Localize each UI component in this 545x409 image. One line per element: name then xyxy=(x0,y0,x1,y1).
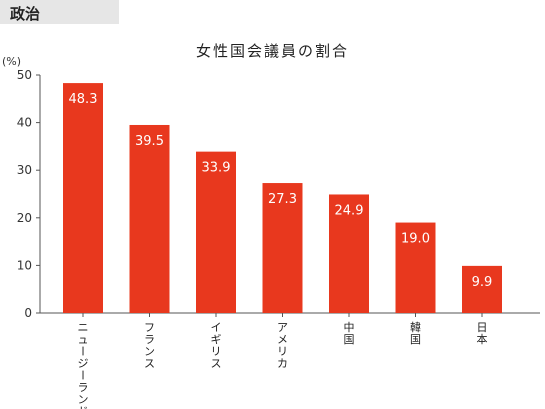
bar-value-label: 27.3 xyxy=(268,192,297,207)
y-tick-label: 50 xyxy=(17,68,32,82)
x-tick-label-char: ア xyxy=(277,321,288,334)
x-tick-label-char: メ xyxy=(277,333,288,346)
x-tick-label-char: 本 xyxy=(477,332,488,346)
x-tick-label-char: ラ xyxy=(144,333,155,346)
chart-axes: 0 10 20 30 40 50 xyxy=(17,68,540,320)
x-tick-label-char: ラ xyxy=(78,381,89,394)
x-tick-label: 日本 xyxy=(477,321,488,346)
x-tick-label-char: 韓 xyxy=(410,321,421,334)
x-tick-label-char: ュ xyxy=(78,333,89,346)
bar xyxy=(262,183,303,313)
x-tick-label: ニュージーランド xyxy=(76,321,89,409)
bar xyxy=(63,83,103,313)
bar-value-label: 9.9 xyxy=(472,275,493,290)
bar-value-label: 19.0 xyxy=(401,232,430,247)
bar-value-label: 24.9 xyxy=(335,203,364,218)
x-tick-label-char: リ xyxy=(277,345,288,358)
x-tick-label-char: 日 xyxy=(477,321,488,334)
x-tick-label-char: イ xyxy=(211,321,222,334)
bar xyxy=(329,194,369,313)
chart-labels: 48.3ニュージーランド39.5フランス33.9イギリス27.3アメリカ24.9… xyxy=(69,92,493,409)
bar xyxy=(196,151,236,313)
x-tick-label-char: ジ xyxy=(78,357,89,370)
x-tick-label-char: ー xyxy=(76,346,89,357)
y-tick-label: 30 xyxy=(17,163,32,177)
x-tick-label-char: ー xyxy=(76,370,89,381)
y-tick-label: 10 xyxy=(17,258,32,272)
y-tick-label: 40 xyxy=(17,116,32,130)
y-tick-label: 20 xyxy=(17,211,32,225)
x-tick-label-char: ス xyxy=(144,357,155,370)
section-tag: 政治 xyxy=(0,0,119,24)
chart-title: 女性国会議員の割合 xyxy=(195,42,349,60)
bar-value-label: 48.3 xyxy=(69,92,98,107)
x-tick-label-char: 中 xyxy=(344,321,355,334)
bar-value-label: 33.9 xyxy=(202,161,231,176)
x-tick-label: 中国 xyxy=(344,321,355,346)
y-axis-unit: (%) xyxy=(2,55,22,68)
x-tick-label-char: ニ xyxy=(78,321,89,334)
x-tick-label-char: ド xyxy=(78,405,89,409)
chart-bars xyxy=(63,83,502,313)
x-tick-label-char: ス xyxy=(211,357,222,370)
bar xyxy=(395,222,436,313)
section-tag-label: 政治 xyxy=(10,5,41,23)
bar xyxy=(462,265,502,313)
x-tick-label: 韓国 xyxy=(410,321,421,346)
x-tick-label-char: 国 xyxy=(410,333,421,346)
bar xyxy=(129,124,170,313)
x-tick-label-char: 国 xyxy=(344,333,355,346)
x-tick-label-char: カ xyxy=(277,357,288,370)
y-tick-label: 0 xyxy=(24,306,32,320)
x-tick-label-char: ン xyxy=(78,393,89,406)
x-tick-label-char: リ xyxy=(211,345,222,358)
x-tick-label-char: フ xyxy=(144,321,155,334)
bar-value-label: 39.5 xyxy=(135,134,164,149)
x-tick-label-char: ギ xyxy=(211,333,222,346)
x-tick-label-char: ン xyxy=(144,345,155,358)
